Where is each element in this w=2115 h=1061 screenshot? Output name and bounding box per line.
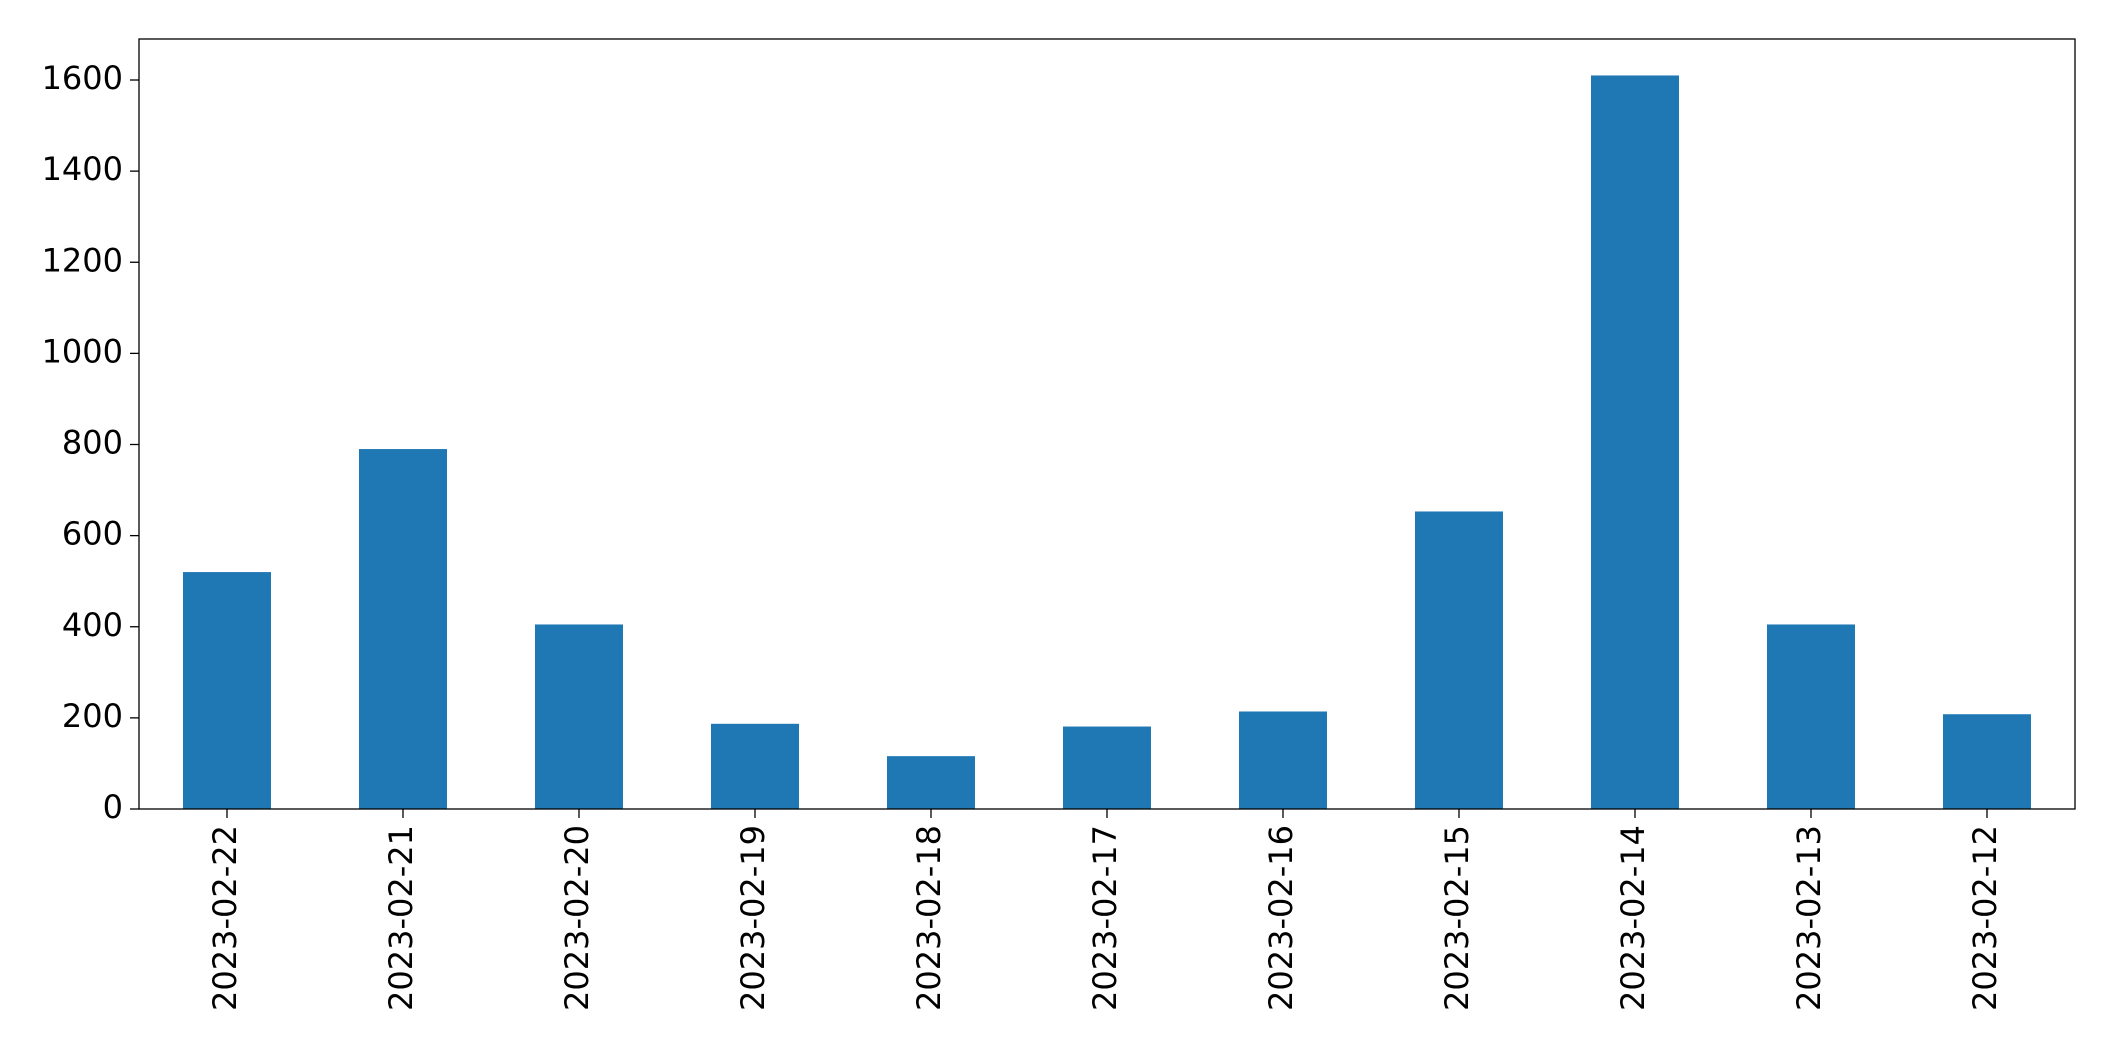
y-tick-label: 1400 [42,150,123,188]
plot-frame [138,38,2076,810]
y-tick-label: 1600 [42,59,123,97]
y-tick-label: 0 [103,788,123,826]
bar [183,572,271,809]
x-tick-label: 2023-02-21 [382,825,420,1011]
x-tick-label: 2023-02-20 [558,825,596,1011]
bar [1415,511,1503,809]
y-tick-label: 600 [62,515,123,553]
bar [1767,624,1855,809]
bar [887,756,975,809]
x-tick-label: 2023-02-19 [734,825,772,1011]
x-tick-label: 2023-02-22 [206,825,244,1011]
bar [1239,711,1327,809]
bar [535,624,623,809]
y-tick-label: 1000 [42,332,123,370]
x-tick-label: 2023-02-17 [1086,825,1124,1011]
y-tick-label: 1200 [42,241,123,279]
x-tick-label: 2023-02-13 [1790,825,1828,1011]
bar [1591,75,1679,809]
bar [1063,726,1151,809]
bar [359,449,447,809]
y-tick-label: 400 [62,606,123,644]
bar [1943,714,2031,809]
x-tick-label: 2023-02-16 [1262,825,1300,1011]
x-tick-label: 2023-02-14 [1614,825,1652,1011]
y-tick-label: 200 [62,697,123,735]
x-tick-label: 2023-02-15 [1438,825,1476,1011]
x-tick-label: 2023-02-12 [1966,825,2004,1011]
x-tick-label: 2023-02-18 [910,825,948,1011]
y-tick-label: 800 [62,424,123,462]
bar [711,723,799,809]
